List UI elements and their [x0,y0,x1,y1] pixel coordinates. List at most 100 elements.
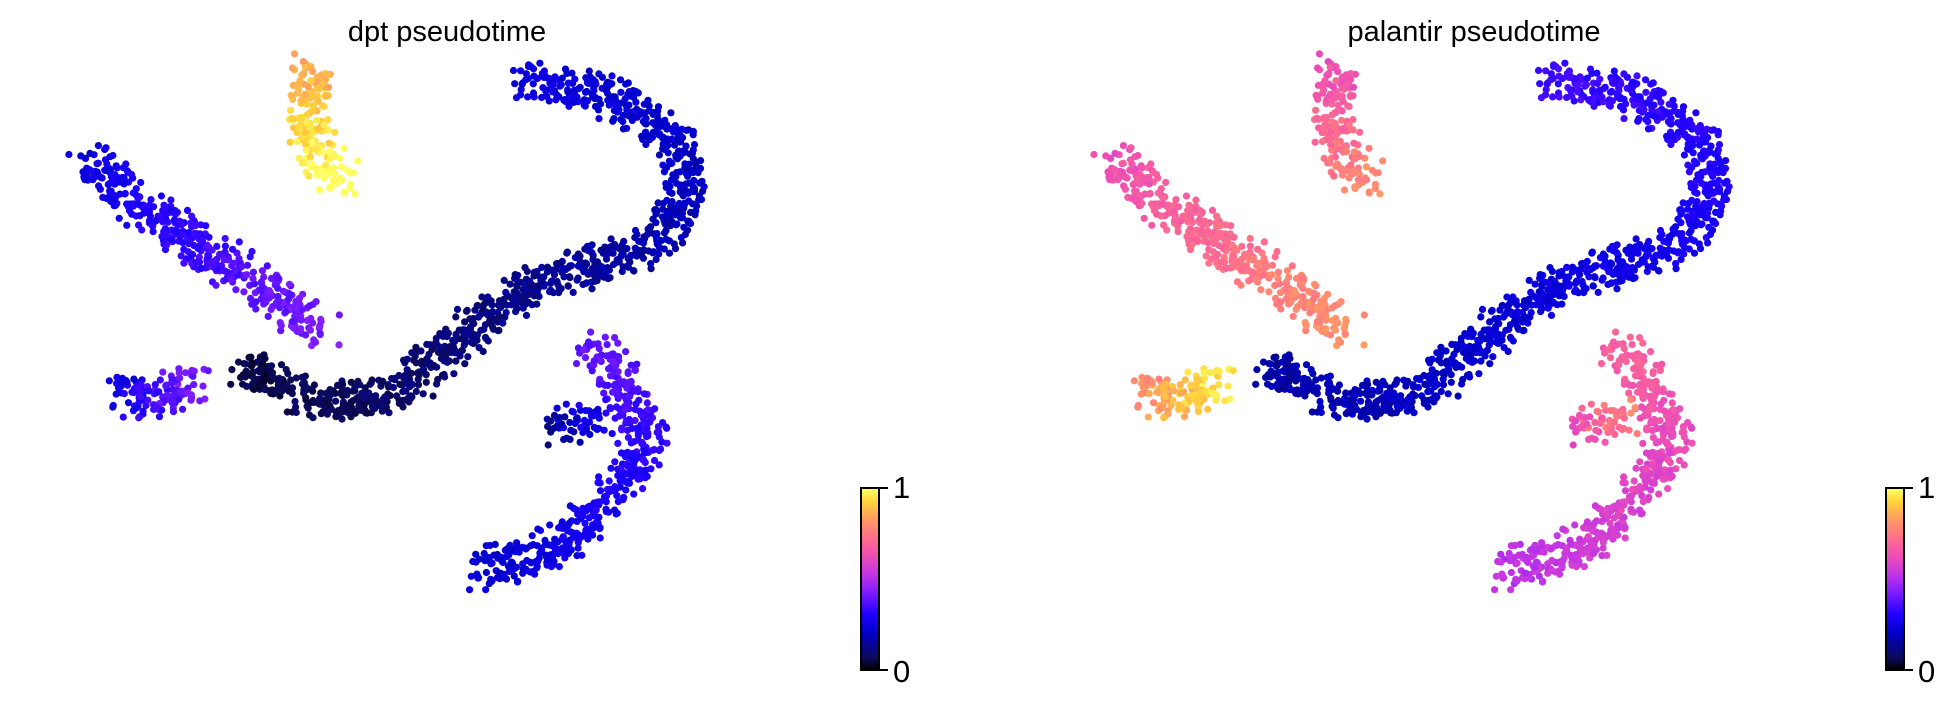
cell-point [1281,379,1290,387]
dpt-pseudotime-panel: dpt pseudotime 1 0 [65,16,910,687]
cell-point [662,423,670,431]
cell-point [1599,544,1607,552]
cell-point [526,568,534,576]
cell-point [1300,386,1308,395]
cell-point [1220,258,1229,266]
cell-point [1413,375,1421,383]
colorbar-tick-max [1905,487,1913,489]
cell-point [1513,559,1521,567]
cell-point [303,146,311,154]
cell-point [600,426,608,434]
cell-point [1310,387,1318,395]
cell-point [112,162,120,170]
cell-point [526,281,535,289]
cell-point [1360,341,1368,349]
cell-point [1379,377,1387,385]
cell-point [187,396,195,404]
cell-point [607,351,615,359]
cell-point [606,404,614,412]
cell-point [1489,330,1497,338]
cell-point [1621,479,1629,487]
cell-point [486,541,494,550]
cell-point [195,258,204,266]
cell-point [324,92,332,100]
cell-point [1659,475,1667,483]
cell-point [224,268,232,277]
cell-point [503,553,511,561]
cell-point [1282,286,1290,294]
cell-point [309,67,317,76]
cell-point [1256,267,1264,275]
cell-point [1209,384,1217,392]
cell-point [168,379,176,387]
cell-point [1252,380,1260,388]
cell-point [202,222,210,230]
cell-point [1608,87,1616,96]
cell-point [1668,424,1676,432]
cell-point [1178,403,1186,411]
cell-point [1308,408,1316,416]
cell-point [266,288,274,296]
cell-point [308,138,316,146]
cell-point [648,446,657,454]
cell-point [1455,361,1463,370]
cell-point [313,73,321,81]
cell-point [320,102,328,111]
cell-point [1228,254,1236,262]
cell-point [595,414,603,422]
cell-point [547,417,555,425]
cell-point [530,93,538,101]
cell-point [1554,541,1562,549]
cell-point [137,178,145,187]
cell-point [453,305,462,313]
cell-point [564,522,572,530]
cell-point [301,129,309,137]
cell-point [1433,380,1441,389]
cell-point [1690,249,1699,257]
cell-point [307,77,315,85]
cell-point [1146,190,1154,198]
cell-point [414,381,423,389]
cell-point [1368,391,1376,399]
cell-point [1618,258,1627,266]
cell-point [179,405,187,413]
cell-point [456,335,464,343]
cell-point [544,441,552,449]
cell-point [1667,140,1675,149]
cell-point [299,58,307,66]
cell-point [660,229,669,237]
cell-point [229,245,237,253]
cell-point [1649,79,1657,87]
cell-point [1628,341,1636,349]
cell-point [489,308,497,316]
cell-point [298,113,306,122]
cell-point [138,226,146,234]
cell-point [1625,389,1633,397]
cell-point [614,392,622,400]
cell-point [1330,399,1338,407]
cell-point [1282,295,1290,303]
cell-point [625,378,633,386]
cell-point [452,313,460,321]
cell-point [1206,369,1215,377]
cell-point [297,316,305,324]
cell-point [1650,393,1658,401]
cell-point [1257,286,1265,294]
cell-point [1403,407,1411,415]
cell-point [152,389,160,397]
cell-point [432,334,440,342]
cell-point [1692,125,1700,133]
cell-point [1524,319,1532,327]
cell-point [595,473,603,481]
cell-point [1654,267,1663,275]
cell-point [1201,374,1209,382]
cell-point [533,300,541,308]
cell-point [585,67,593,75]
cell-point [631,226,640,235]
cell-point [277,321,285,330]
cell-point [1594,533,1602,541]
cell-point [620,493,628,501]
cell-point [1157,185,1165,193]
cell-point [1216,222,1224,230]
cell-point [1123,174,1131,182]
